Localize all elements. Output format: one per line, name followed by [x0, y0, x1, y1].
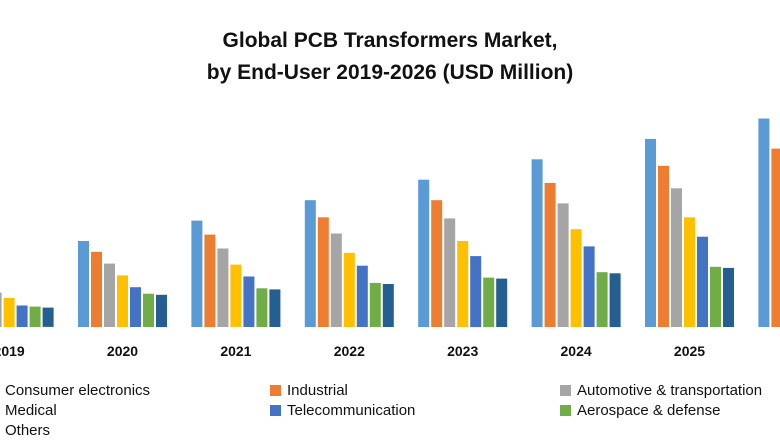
bar-2020-industrial [91, 251, 102, 328]
bar-2022-industrial [317, 217, 329, 327]
legend-item-telecommunication: Telecommunication [270, 400, 415, 420]
legend-item-medical: Medical [0, 400, 57, 420]
bar-2025-automotive-transportation [671, 188, 682, 327]
legend-swatch [560, 404, 571, 416]
bar-2025-medical [684, 217, 695, 327]
bar-2021-others [269, 289, 281, 327]
legend-label: Medical [5, 401, 57, 419]
bar-2022-telecommunication [356, 265, 368, 327]
bar-2023-medical [457, 241, 469, 327]
bar-2022-aerospace-defense [369, 282, 381, 327]
x-tick-label-2024: 2024 [561, 343, 592, 359]
x-tick-label-2022: 2022 [334, 343, 365, 359]
bar-2024-others [609, 273, 621, 328]
bar-2021-consumer-electronics [191, 220, 203, 327]
legend-item-automotive-transportation: Automotive & transportation [560, 380, 762, 400]
legend-swatch [270, 384, 281, 396]
chart-legend: Consumer electronics Industrial Automotive… [0, 378, 780, 440]
bar-2020-others [156, 294, 167, 328]
legend-item-others: Others [0, 420, 50, 440]
legend-swatch [560, 384, 571, 396]
x-tick-label-2025: 2025 [674, 343, 705, 359]
bar-2020-aerospace-defense [143, 293, 154, 327]
bar-2021-medical [230, 264, 242, 327]
bar-2025-consumer-electronics [645, 138, 656, 327]
bar-2019-aerospace-defense [29, 306, 41, 327]
bar-2022-consumer-electronics [304, 200, 316, 327]
bar-2023-others [496, 278, 508, 327]
x-tick-label-2021: 2021 [220, 343, 251, 359]
bar-2021-industrial [204, 234, 216, 328]
chart-title-line-1: Global PCB Transformers Market, [222, 29, 558, 52]
bar-2020-automotive-transportation [104, 263, 115, 327]
chart-title-line-2: by End-User 2019-2026 (USD Million) [206, 61, 574, 84]
legend-item-consumer-electronics: Consumer electronics [0, 380, 150, 400]
bar-2026-consumer-electronics [758, 118, 770, 327]
legend-item-aerospace-defense: Aerospace & defense [560, 400, 720, 420]
bar-2025-industrial [658, 165, 669, 328]
bar-2024-telecommunication [583, 246, 595, 327]
bar-2022-medical [343, 252, 355, 327]
bar-2026-industrial [771, 148, 780, 327]
bar-2025-aerospace-defense [710, 266, 721, 327]
x-tick-label-2023: 2023 [447, 343, 478, 359]
x-tick-label-2020: 2020 [107, 343, 138, 359]
bar-2021-aerospace-defense [256, 288, 268, 327]
bar-2025-others [723, 267, 734, 327]
bar-2019-medical [3, 298, 15, 327]
legend-item-industrial: Industrial [270, 380, 348, 400]
bar-2024-industrial [544, 182, 556, 327]
legend-label: Others [5, 421, 51, 439]
bar-2021-telecommunication [243, 276, 255, 327]
bar-2019-automotive-transportation [0, 292, 2, 327]
bar-2019-telecommunication [16, 305, 28, 327]
bar-2024-medical [570, 229, 582, 327]
bar-2024-consumer-electronics [531, 159, 543, 327]
bar-2022-others [382, 284, 394, 327]
legend-label: Consumer electronics [5, 381, 151, 399]
bar-2023-telecommunication [470, 256, 482, 328]
bar-2020-consumer-electronics [78, 241, 89, 327]
legend-label: Industrial [287, 381, 348, 399]
bar-2025-telecommunication [697, 236, 708, 327]
legend-label: Aerospace & defense [577, 401, 721, 419]
bar-2019-others [42, 307, 54, 327]
legend-label: Automotive & transportation [577, 381, 763, 399]
bar-2024-automotive-transportation [557, 203, 569, 327]
bar-2020-telecommunication [130, 287, 141, 327]
legend-swatch [270, 404, 281, 416]
bar-2023-consumer-electronics [418, 179, 430, 327]
bar-2023-automotive-transportation [444, 218, 456, 327]
bar-2024-aerospace-defense [596, 272, 608, 327]
bar-2022-automotive-transportation [330, 233, 342, 327]
x-tick-label-2019: 2019 [0, 343, 25, 359]
legend-label: Telecommunication [287, 401, 416, 419]
bar-2023-industrial [431, 200, 443, 327]
bar-2020-medical [117, 275, 128, 327]
bar-2023-aerospace-defense [483, 277, 495, 328]
bar-2021-automotive-transportation [217, 248, 229, 327]
